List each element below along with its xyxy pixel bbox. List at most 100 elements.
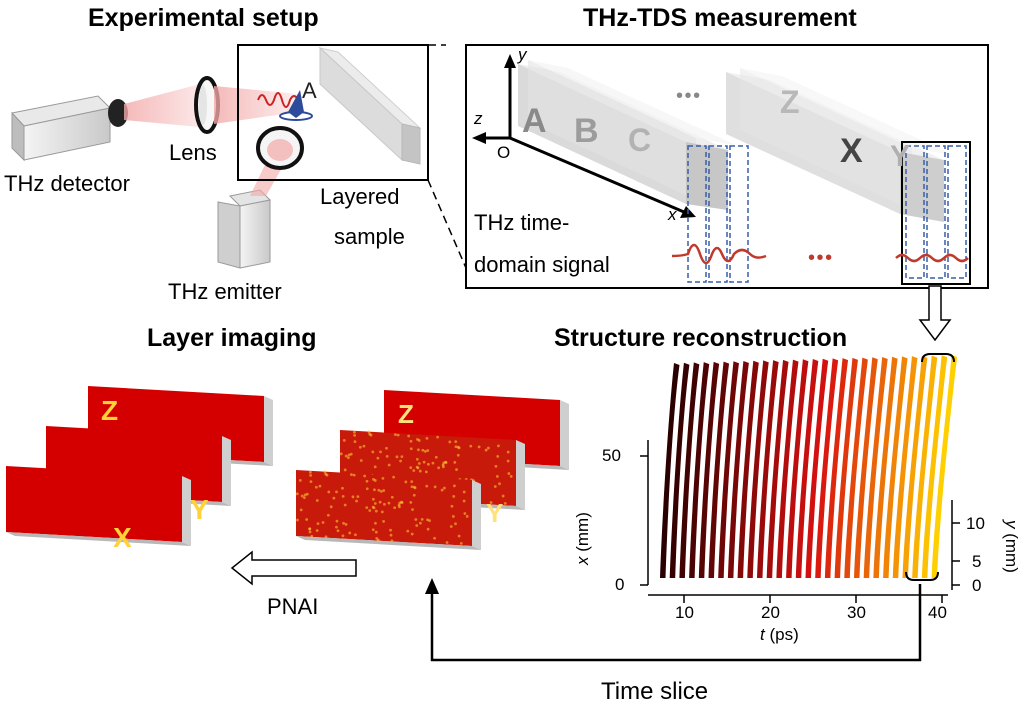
label-lens: Lens (169, 140, 217, 165)
reconstruction-stripe (805, 358, 829, 578)
thz-signal-front (671, 243, 767, 265)
heading-tds: THz-TDS measurement (583, 4, 857, 32)
x-axis-label: x (mm) (573, 512, 592, 565)
reconstruction-stripe (660, 363, 680, 578)
reconstruction-stripe (776, 359, 799, 578)
layer-letter-c: C (628, 122, 652, 158)
mirror-icon (256, 126, 304, 170)
t-tick-20: 20 (761, 603, 780, 622)
heading-setup: Experimental setup (88, 4, 319, 32)
label-signal-1: THz time- (474, 210, 570, 235)
x-tick-0: 0 (615, 575, 625, 594)
reconstruction-panel (425, 353, 960, 662)
image-letter-z: Z (101, 395, 119, 426)
label-sample-1: Layered (320, 184, 400, 209)
reconstruction-stripe (757, 360, 779, 578)
setup-panel (11, 44, 467, 269)
reconstruction-stripes (660, 355, 958, 578)
layer-letter-x: X (840, 132, 863, 170)
reconstruction-stripe (766, 359, 789, 578)
reconstruction-stripe (708, 361, 730, 578)
pnai-arrow-icon (230, 550, 357, 586)
axis-origin-label: O (497, 143, 511, 162)
layer-letter-b: B (574, 112, 599, 150)
layer-images-mid (295, 390, 569, 550)
reconstruction-stripe (698, 361, 720, 578)
reconstruction-stripe (824, 358, 849, 578)
sampling-boxes-front (687, 145, 749, 283)
thz-signal-back (895, 253, 969, 263)
reconstruction-stripe (815, 358, 839, 578)
t-tick-10: 10 (675, 603, 694, 622)
layers-ellipsis: • • • (676, 85, 700, 107)
reconstruction-stripe (863, 357, 888, 578)
y-tick-0: 0 (972, 576, 982, 595)
tds-frame (465, 44, 989, 289)
label-time-slice: Time slice (601, 678, 709, 705)
reconstruction-stripe (892, 356, 918, 578)
layer-letter-a: A (522, 102, 547, 140)
reconstruction-stripe (689, 362, 710, 578)
label-pnai: PNAI (267, 594, 319, 619)
reconstruction-stripe (912, 355, 938, 578)
layer-letter-y: Y (890, 140, 911, 173)
label-emitter: THz emitter (168, 279, 282, 304)
zoom-box (237, 44, 429, 181)
layer-letter-z: Z (780, 84, 800, 120)
image-letter-y: Y (190, 494, 209, 525)
thz-pulse-icon (257, 92, 299, 108)
t-axis-label: t (ps) (760, 625, 799, 644)
tds-panel (465, 44, 989, 342)
bracket-bottom (905, 571, 939, 581)
t-tick-30: 30 (847, 603, 866, 622)
reconstruction-stripe (873, 356, 898, 578)
t-tick-40: 40 (928, 603, 947, 622)
sample-letter: A (302, 78, 317, 103)
laser-beam-sample (214, 86, 298, 124)
reconstruction-stripe (795, 359, 819, 578)
layer-image-bar (6, 466, 191, 546)
reconstruction-stripe (931, 355, 958, 578)
reconstruction-stripe (737, 360, 759, 578)
reconstruction-stripe (844, 357, 868, 578)
heading-reconstruction: Structure reconstruction (554, 324, 848, 352)
thz-emitter-icon (217, 189, 272, 269)
y-tick-10: 10 (966, 514, 985, 533)
laser-beam-detector (124, 84, 210, 128)
thz-detector-icon (11, 95, 128, 162)
reconstruction-stripe (902, 355, 928, 578)
reconstruction-stripe (786, 359, 809, 578)
signal-ellipsis: • • • (808, 247, 832, 269)
reconstruction-stripe (727, 361, 749, 578)
axis-y-label: y (518, 45, 527, 64)
layer-stack-front (518, 60, 738, 210)
reconstruction-stripe (921, 355, 948, 578)
focus-cone-icon (288, 90, 304, 118)
axis-z-label: z (474, 109, 483, 128)
sampling-boxes-back (905, 145, 967, 279)
zoom-arrow-icon (918, 285, 952, 342)
mid-image-letter-z: Z (398, 399, 414, 429)
layered-sample-icon (318, 46, 422, 165)
axis-x-label: x (668, 205, 677, 224)
reconstruction-stripe (834, 357, 858, 578)
label-sample-2: sample (334, 224, 405, 249)
mid-image-letter-y: Y (486, 498, 504, 528)
image-letter-x: X (113, 522, 132, 553)
y-tick-5: 5 (972, 552, 982, 571)
label-detector: THz detector (4, 171, 130, 196)
lens-icon (194, 76, 220, 134)
layer-image-bar (295, 470, 481, 550)
label-signal-2: domain signal (474, 252, 610, 277)
reconstruction-stripe (747, 360, 769, 578)
y-axis-label: y (mm) (1002, 520, 1021, 573)
layer-images-left (6, 386, 273, 546)
layer-stack-back (726, 68, 956, 222)
bracket-top (921, 353, 955, 363)
reconstruction-stripe (854, 357, 878, 578)
x-tick-50: 50 (602, 446, 621, 465)
heading-imaging: Layer imaging (147, 324, 317, 352)
selection-box (901, 141, 971, 285)
reconstruction-stripe (679, 362, 700, 578)
